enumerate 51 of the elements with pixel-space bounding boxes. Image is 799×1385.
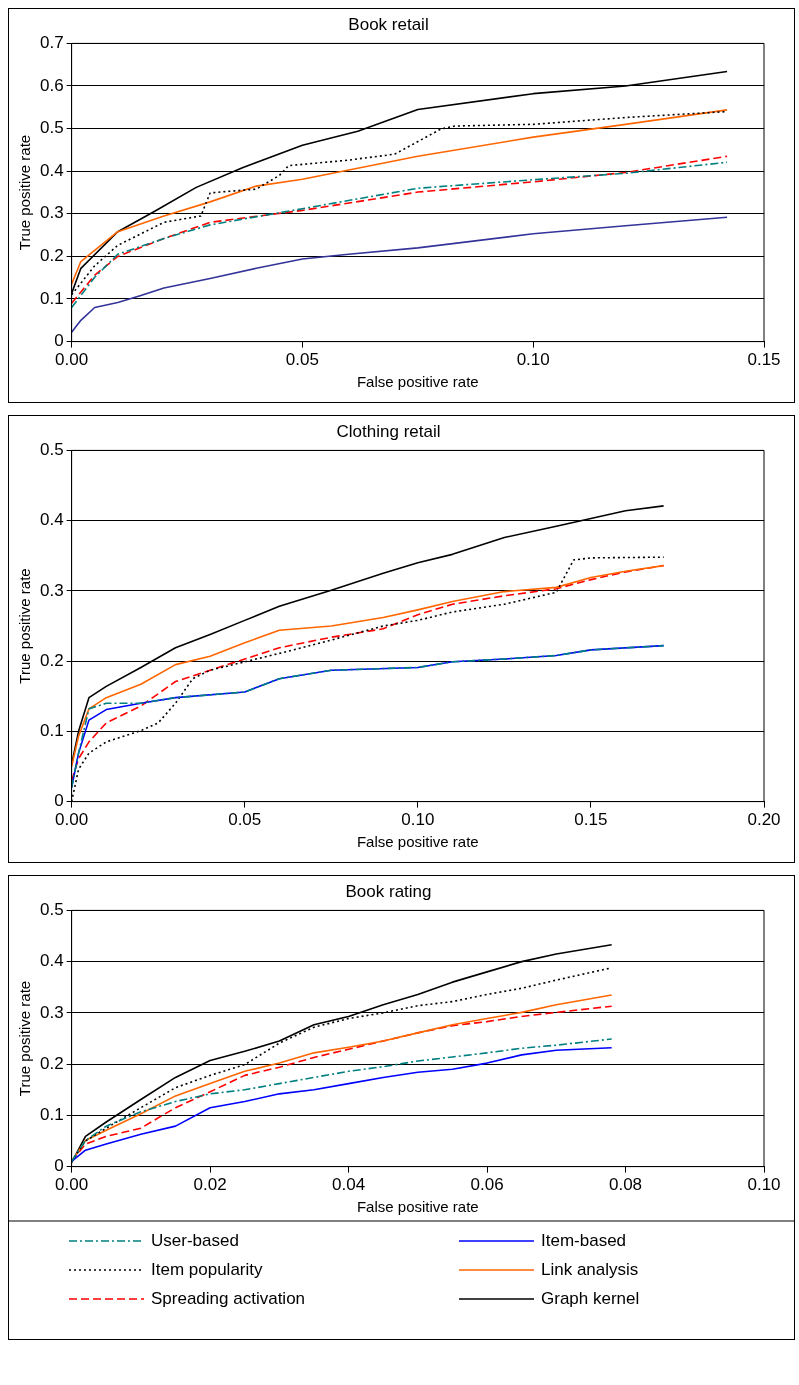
x-tick-label: 0.02 — [193, 1175, 227, 1195]
legend-label: Spreading activation — [151, 1288, 306, 1308]
x-tick-label: 0.10 — [401, 810, 435, 830]
x-tick-label: 0.10 — [747, 1175, 781, 1195]
y-tick-label: 0.4 — [39, 160, 64, 180]
legend-label: Graph kernel — [541, 1288, 640, 1308]
legend-label: Item popularity — [151, 1259, 263, 1279]
y-tick-label: 0 — [54, 791, 64, 811]
x-tick-label: 0.04 — [332, 1175, 366, 1195]
y-tick-label: 0.5 — [39, 118, 64, 138]
line-series — [71, 644, 665, 789]
y-tick-label: 0.1 — [39, 1105, 64, 1125]
y-tick-label: 0.3 — [39, 203, 64, 223]
legend-label: User-based — [151, 1230, 239, 1250]
legend-label: Link analysis — [541, 1259, 639, 1279]
chart-title: Book retail — [348, 14, 429, 34]
y-tick-label: 0.5 — [39, 900, 64, 920]
x-tick-label: 0.06 — [470, 1175, 504, 1195]
x-tick-label: 0.00 — [55, 1175, 89, 1195]
y-tick-label: 0.7 — [39, 33, 64, 53]
y-tick-label: 0 — [54, 1156, 64, 1176]
y-tick-label: 0.4 — [39, 510, 64, 530]
legend-label: Item-based — [541, 1230, 627, 1250]
y-axis-title: True positive rate — [16, 568, 34, 684]
x-tick-label: 0.20 — [747, 810, 781, 830]
x-tick-label: 0.00 — [55, 810, 89, 830]
chart-title: Clothing retail — [336, 421, 441, 441]
y-tick-label: 0.1 — [39, 288, 64, 308]
y-axis-title: True positive rate — [16, 980, 34, 1097]
y-tick-label: 0.2 — [39, 1053, 64, 1073]
x-axis-title: False positive rate — [356, 373, 479, 391]
x-tick-label: 0.08 — [608, 1175, 643, 1195]
x-axis-title: False positive rate — [356, 1198, 479, 1216]
x-axis-title: False positive rate — [356, 833, 479, 851]
y-tick-label: 0.2 — [39, 650, 64, 670]
y-tick-label: 0 — [54, 331, 64, 351]
x-tick-label: 0.05 — [285, 350, 319, 370]
x-tick-label: 0.15 — [747, 350, 781, 370]
y-tick-label: 0.3 — [39, 580, 64, 600]
y-tick-label: 0.6 — [39, 75, 64, 95]
y-axis-title: True positive rate — [16, 134, 34, 251]
y-tick-label: 0.4 — [39, 951, 64, 971]
x-tick-label: 0.10 — [516, 350, 550, 370]
y-tick-label: 0.5 — [39, 440, 64, 460]
y-tick-label: 0.2 — [39, 246, 64, 266]
x-tick-label: 0.00 — [55, 350, 89, 370]
y-tick-label: 0.3 — [39, 1002, 64, 1022]
y-tick-label: 0.1 — [39, 721, 64, 741]
chart-title: Book rating — [345, 881, 432, 901]
x-tick-label: 0.05 — [228, 810, 262, 830]
x-tick-label: 0.15 — [574, 810, 608, 830]
